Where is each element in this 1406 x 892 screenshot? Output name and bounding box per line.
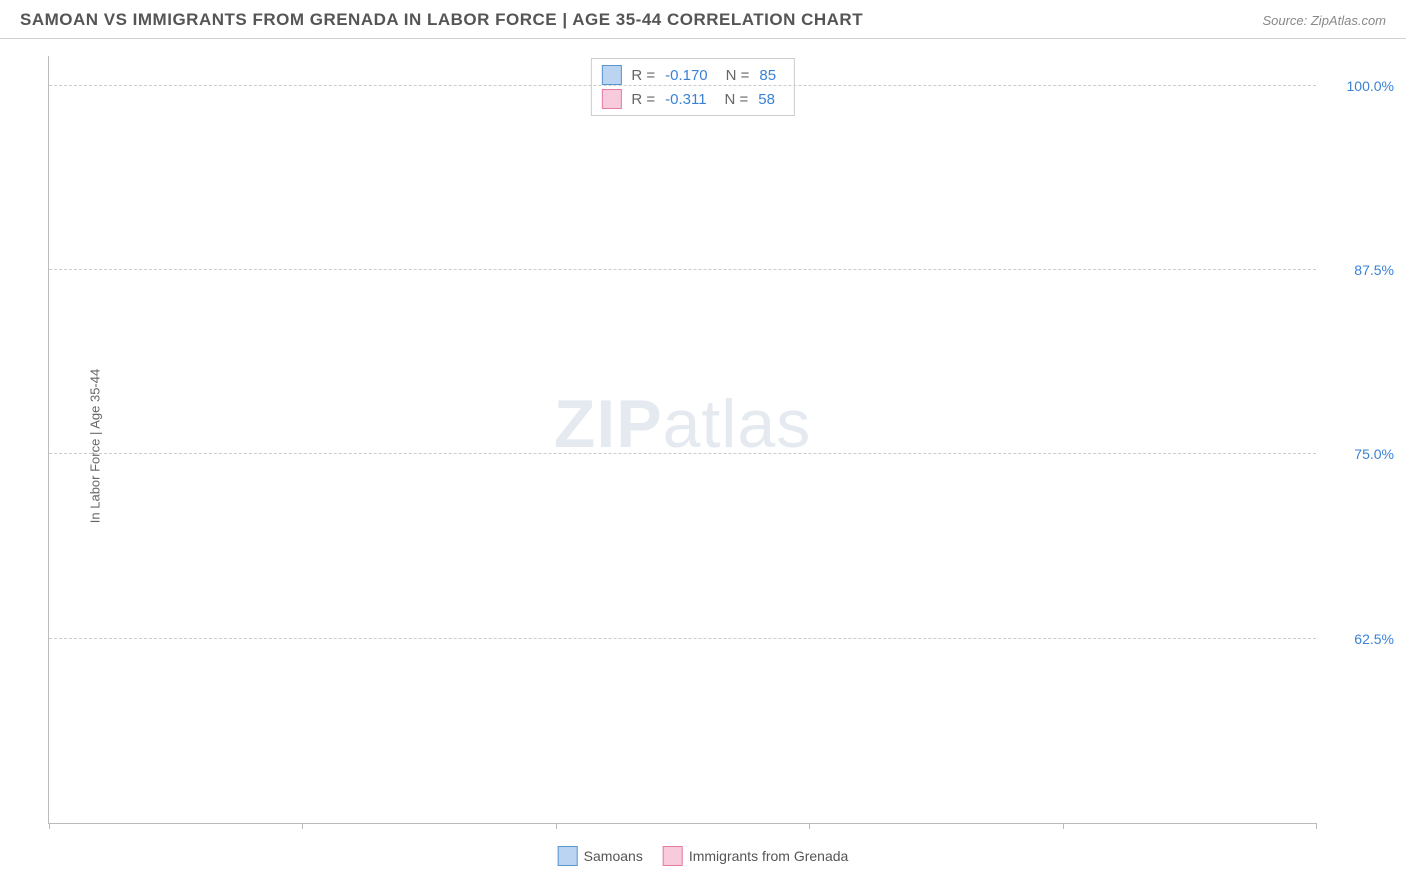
swatch-pink: [663, 846, 683, 866]
y-tick-label: 75.0%: [1354, 446, 1394, 462]
y-tick-label: 87.5%: [1354, 262, 1394, 278]
plot-area: ZIPatlas R = -0.170 N = 85 R = -0.311 N …: [48, 56, 1316, 824]
n-label: N =: [725, 91, 749, 108]
chart-title: SAMOAN VS IMMIGRANTS FROM GRENADA IN LAB…: [20, 10, 863, 30]
swatch-blue: [601, 65, 621, 85]
legend-label-blue: Samoans: [584, 848, 643, 864]
x-tick: [809, 823, 810, 829]
correlation-legend: R = -0.170 N = 85 R = -0.311 N = 58: [590, 58, 795, 116]
y-tick-label: 62.5%: [1354, 631, 1394, 647]
x-tick: [1063, 823, 1064, 829]
r-label: R =: [631, 67, 655, 84]
legend-item-blue: Samoans: [558, 846, 643, 866]
x-tick: [49, 823, 50, 829]
legend-item-pink: Immigrants from Grenada: [663, 846, 849, 866]
swatch-blue: [558, 846, 578, 866]
x-tick: [1316, 823, 1317, 829]
n-label: N =: [726, 67, 750, 84]
watermark: ZIPatlas: [554, 385, 811, 463]
gridline-h: [49, 85, 1316, 86]
n-value-blue: 85: [759, 67, 776, 84]
x-tick: [302, 823, 303, 829]
swatch-pink: [601, 89, 621, 109]
n-value-pink: 58: [758, 91, 775, 108]
y-tick-label: 100.0%: [1347, 78, 1394, 94]
r-label: R =: [631, 91, 655, 108]
x-tick: [556, 823, 557, 829]
chart-source: Source: ZipAtlas.com: [1262, 13, 1386, 28]
chart-header: SAMOAN VS IMMIGRANTS FROM GRENADA IN LAB…: [0, 0, 1406, 39]
watermark-light: atlas: [663, 386, 812, 462]
gridline-h: [49, 453, 1316, 454]
legend-row-blue: R = -0.170 N = 85: [601, 63, 784, 87]
r-value-blue: -0.170: [665, 67, 708, 84]
legend-label-pink: Immigrants from Grenada: [689, 848, 849, 864]
trend-lines: [49, 56, 1316, 823]
gridline-h: [49, 269, 1316, 270]
watermark-bold: ZIP: [554, 386, 663, 462]
legend-row-pink: R = -0.311 N = 58: [601, 87, 784, 111]
gridline-h: [49, 638, 1316, 639]
r-value-pink: -0.311: [665, 91, 706, 108]
series-legend: Samoans Immigrants from Grenada: [558, 846, 849, 866]
